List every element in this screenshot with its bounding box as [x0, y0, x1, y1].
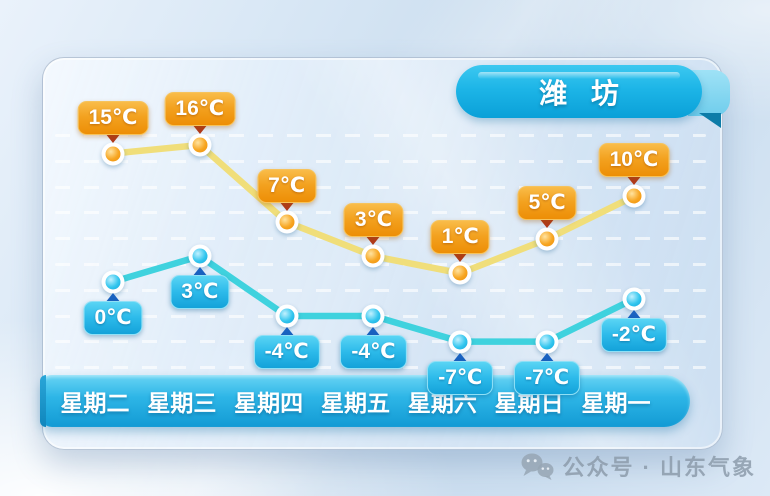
low-temp-point — [448, 330, 472, 354]
high-temp-label: 5℃ — [517, 186, 577, 221]
high-temp-label: 15℃ — [77, 100, 149, 135]
low-temp-label: -4℃ — [340, 335, 407, 369]
high-temp-point — [101, 142, 125, 166]
weekday-bar: 星期二 星期三 星期四 星期五 星期六 星期日 星期一 — [40, 375, 690, 427]
weekday-label: 星期四 — [234, 390, 304, 416]
badge-arrow-up-icon — [452, 352, 469, 363]
weekday-label: 星期二 — [60, 390, 130, 416]
high-temp-label: 3℃ — [343, 203, 404, 238]
high-temp-label: 1℃ — [430, 220, 490, 255]
low-temp-label: -2℃ — [600, 317, 668, 352]
low-temp-label: -4℃ — [253, 335, 320, 369]
gridline — [55, 288, 706, 292]
source-text: 公众号 · 山东气象 — [562, 455, 756, 480]
low-temp-point — [622, 287, 646, 311]
wechat-icon — [521, 453, 554, 480]
low-temp-point — [275, 304, 299, 328]
city-title: 潍 坊 — [539, 77, 627, 109]
city-ribbon: 潍 坊 — [456, 65, 702, 118]
low-temp-point — [361, 304, 385, 328]
high-temp-point — [188, 133, 212, 157]
high-temp-label: 10℃ — [598, 143, 670, 178]
low-temp-point — [535, 330, 559, 354]
badge-arrow-up-icon — [539, 352, 556, 363]
weekday-label: 星期一 — [581, 390, 651, 416]
weekday-label: 星期三 — [147, 390, 217, 416]
badge-arrow-down-icon — [191, 124, 208, 134]
low-temp-point — [188, 244, 212, 268]
low-temp-label: 3℃ — [170, 275, 230, 310]
gridline — [55, 134, 706, 137]
badge-arrow-down-icon — [105, 132, 121, 143]
high-temp-point — [275, 210, 299, 234]
high-temp-point — [622, 184, 646, 208]
high-temp-point — [535, 227, 559, 251]
ribbon-fold-icon — [699, 113, 721, 128]
weekday-label: 星期五 — [320, 390, 390, 416]
high-temp-point — [361, 244, 385, 268]
high-temp-point — [448, 261, 472, 285]
low-temp-label: 0℃ — [83, 300, 143, 335]
low-temp-point — [101, 270, 125, 294]
source-credit: 公众号 · 山东气象 — [519, 449, 756, 483]
low-temp-label: -7℃ — [427, 360, 494, 395]
high-temp-label: 7℃ — [257, 168, 317, 203]
high-temp-label: 16℃ — [164, 92, 236, 126]
gridline — [55, 185, 706, 189]
low-temp-label: -7℃ — [514, 360, 581, 395]
